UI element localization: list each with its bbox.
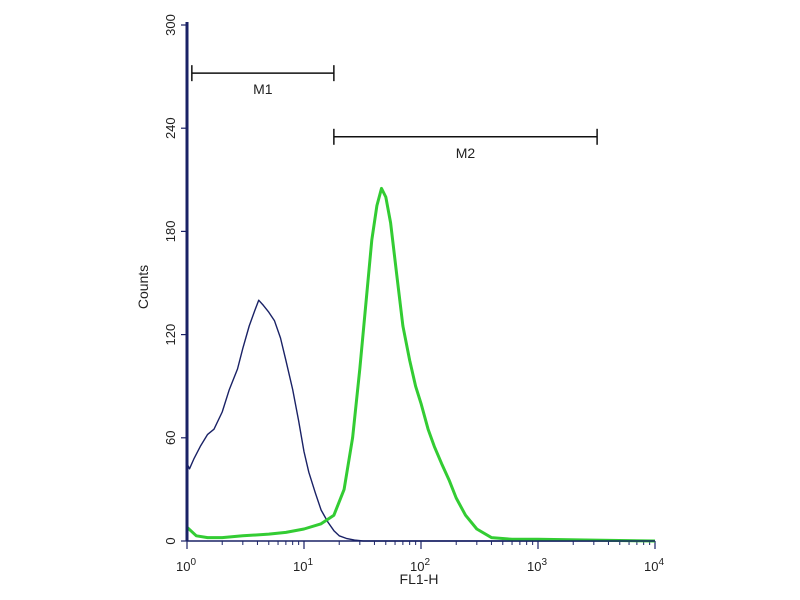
x-tick-label: 104 <box>644 557 664 574</box>
x-axis-title: FL1-H <box>400 571 439 587</box>
y-tick-label: 120 <box>163 324 178 346</box>
x-tick-label: 102 <box>410 557 430 574</box>
y-axis-ticks: 0 60 120 180 240 300 <box>163 14 187 545</box>
y-tick-label: 240 <box>163 117 178 139</box>
marker-label: M2 <box>456 145 476 161</box>
x-tick-base: 10 <box>410 559 424 574</box>
y-axis-title: Counts <box>135 265 151 309</box>
x-tick-base: 10 <box>644 559 658 574</box>
y-tick-label: 0 <box>163 537 178 544</box>
region-markers: M1 M2 <box>191 65 598 161</box>
x-tick-exponent: 4 <box>658 557 664 568</box>
x-tick-base: 10 <box>527 559 541 574</box>
x-tick-label: 103 <box>527 557 547 574</box>
y-tick-label: 180 <box>163 221 178 243</box>
x-tick-exponent: 1 <box>307 557 313 568</box>
marker-label: M1 <box>253 81 273 97</box>
x-tick-base: 10 <box>176 559 190 574</box>
x-tick-exponent: 2 <box>424 557 430 568</box>
y-tick-label: 300 <box>163 14 178 36</box>
x-tick-label: 101 <box>293 557 313 574</box>
x-tick-exponent: 0 <box>190 557 196 568</box>
x-tick-exponent: 3 <box>541 557 547 568</box>
x-tick-label: 100 <box>176 557 196 574</box>
series-line-stained <box>185 186 656 543</box>
x-tick-base: 10 <box>293 559 307 574</box>
y-tick-label: 60 <box>163 431 178 445</box>
